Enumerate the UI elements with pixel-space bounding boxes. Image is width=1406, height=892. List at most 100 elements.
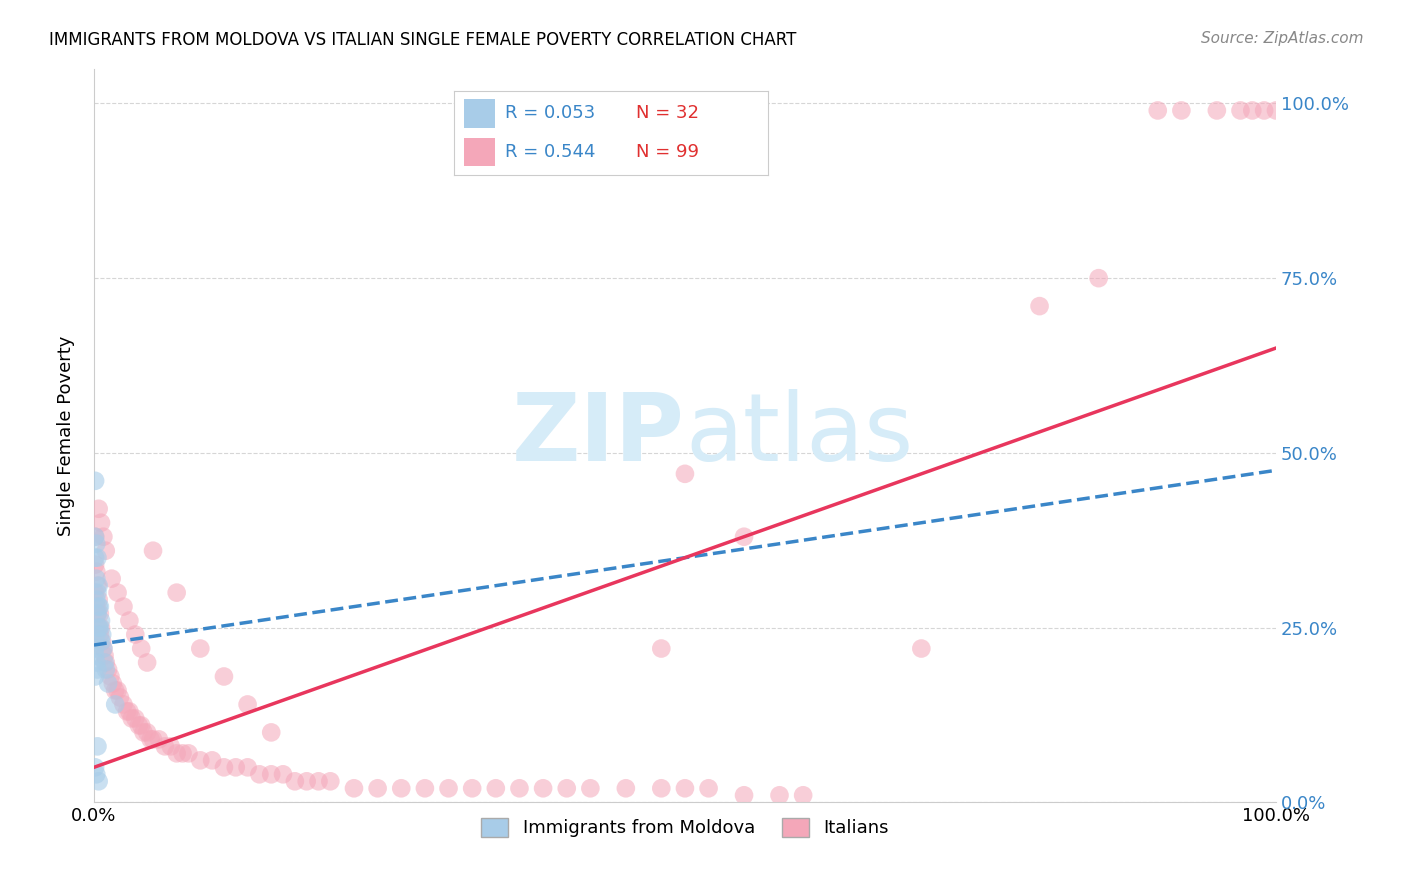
Text: Source: ZipAtlas.com: Source: ZipAtlas.com bbox=[1201, 31, 1364, 46]
Point bbox=[129, 641, 152, 656]
Point bbox=[100, 572, 122, 586]
Point bbox=[367, 781, 389, 796]
Point bbox=[673, 781, 696, 796]
Point bbox=[107, 683, 129, 698]
Point bbox=[93, 641, 115, 656]
Text: atlas: atlas bbox=[685, 390, 912, 482]
Point bbox=[87, 579, 110, 593]
Point bbox=[166, 585, 188, 599]
Point bbox=[650, 641, 672, 656]
Point bbox=[84, 592, 107, 607]
Point bbox=[343, 781, 366, 796]
Point bbox=[295, 774, 318, 789]
Point bbox=[84, 767, 107, 781]
Point bbox=[555, 781, 578, 796]
Text: IMMIGRANTS FROM MOLDOVA VS ITALIAN SINGLE FEMALE POVERTY CORRELATION CHART: IMMIGRANTS FROM MOLDOVA VS ITALIAN SINGL… bbox=[49, 31, 797, 49]
Point bbox=[1241, 103, 1264, 118]
Point bbox=[84, 550, 107, 565]
Point bbox=[86, 585, 108, 599]
Point bbox=[650, 781, 672, 796]
Point bbox=[236, 698, 259, 712]
Point bbox=[112, 698, 135, 712]
Point bbox=[84, 648, 107, 663]
Point bbox=[84, 537, 107, 551]
Point bbox=[86, 607, 108, 621]
Point bbox=[93, 530, 115, 544]
Point bbox=[93, 648, 115, 663]
Point bbox=[531, 781, 554, 796]
Point bbox=[107, 585, 129, 599]
Point bbox=[84, 585, 107, 599]
Point bbox=[87, 621, 110, 635]
Point bbox=[86, 550, 108, 565]
Point bbox=[792, 789, 814, 803]
Point bbox=[129, 718, 152, 732]
Point bbox=[319, 774, 342, 789]
Point bbox=[139, 732, 162, 747]
Point bbox=[413, 781, 436, 796]
Point bbox=[84, 530, 107, 544]
Point bbox=[104, 698, 127, 712]
Point bbox=[86, 663, 108, 677]
Point bbox=[212, 760, 235, 774]
Point bbox=[94, 543, 117, 558]
Point bbox=[84, 599, 107, 614]
Point bbox=[260, 767, 283, 781]
Point bbox=[84, 656, 107, 670]
Point bbox=[100, 669, 122, 683]
Point bbox=[201, 753, 224, 767]
Point bbox=[93, 641, 115, 656]
Point bbox=[86, 607, 108, 621]
Point bbox=[87, 621, 110, 635]
Point bbox=[90, 516, 112, 530]
Point bbox=[84, 565, 107, 579]
Point bbox=[84, 558, 107, 572]
Point bbox=[112, 599, 135, 614]
Point bbox=[87, 592, 110, 607]
Point bbox=[89, 627, 111, 641]
Point bbox=[614, 781, 637, 796]
Point bbox=[225, 760, 247, 774]
Point bbox=[90, 614, 112, 628]
Point bbox=[128, 718, 150, 732]
Point bbox=[90, 621, 112, 635]
Point bbox=[461, 781, 484, 796]
Point bbox=[87, 599, 110, 614]
Point bbox=[124, 711, 146, 725]
Point bbox=[188, 641, 211, 656]
Point bbox=[108, 690, 131, 705]
Point bbox=[188, 753, 211, 767]
Point bbox=[142, 732, 165, 747]
Point bbox=[271, 767, 294, 781]
Point bbox=[104, 683, 127, 698]
Point bbox=[101, 676, 124, 690]
Point bbox=[84, 572, 107, 586]
Point bbox=[1229, 103, 1251, 118]
Point bbox=[91, 634, 114, 648]
Point bbox=[87, 774, 110, 789]
Point bbox=[118, 705, 141, 719]
Point bbox=[733, 530, 755, 544]
Point bbox=[142, 543, 165, 558]
Point bbox=[260, 725, 283, 739]
Point bbox=[86, 579, 108, 593]
Point bbox=[673, 467, 696, 481]
Point bbox=[89, 599, 111, 614]
Point bbox=[1265, 103, 1288, 118]
Point bbox=[97, 663, 120, 677]
Legend: Immigrants from Moldova, Italians: Immigrants from Moldova, Italians bbox=[474, 811, 896, 845]
Point bbox=[1028, 299, 1050, 313]
Point bbox=[212, 669, 235, 683]
Point bbox=[121, 711, 143, 725]
Point bbox=[1205, 103, 1227, 118]
Point bbox=[84, 474, 107, 488]
Point bbox=[148, 732, 170, 747]
Point bbox=[84, 530, 107, 544]
Point bbox=[86, 739, 108, 754]
Point bbox=[1146, 103, 1168, 118]
Point bbox=[508, 781, 530, 796]
Point bbox=[136, 656, 159, 670]
Point bbox=[249, 767, 271, 781]
Text: ZIP: ZIP bbox=[512, 390, 685, 482]
Point bbox=[177, 747, 200, 761]
